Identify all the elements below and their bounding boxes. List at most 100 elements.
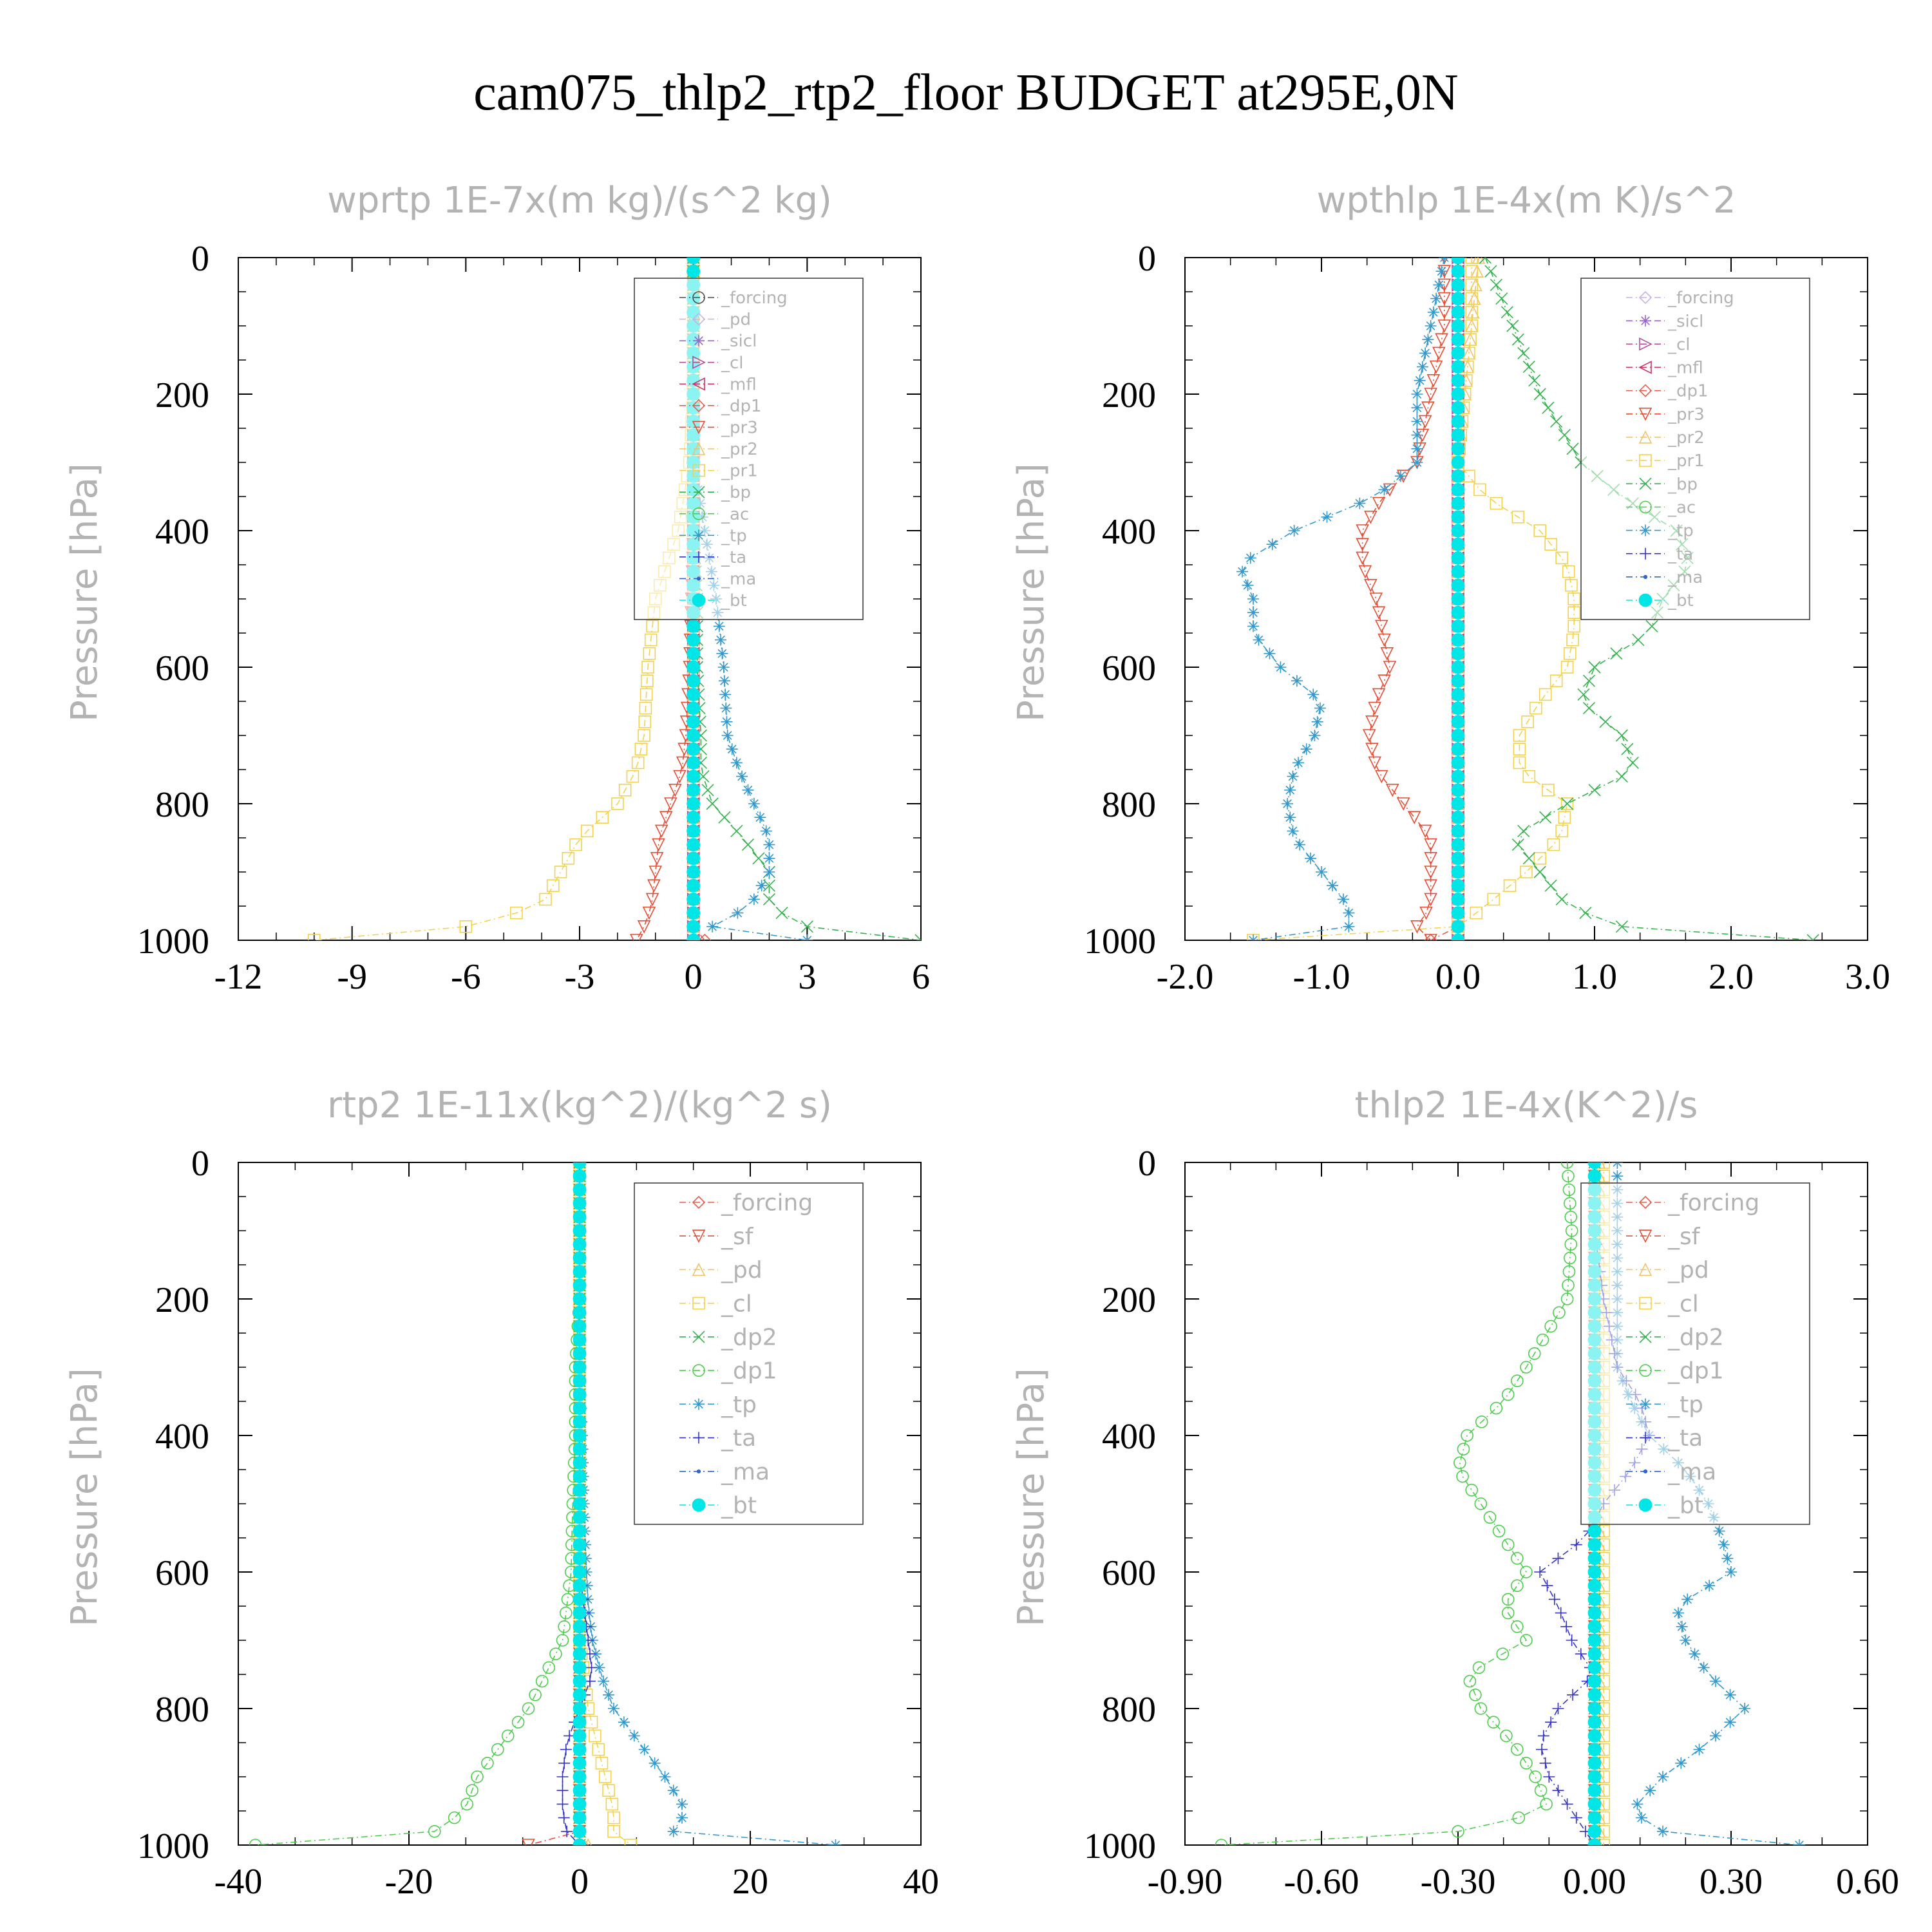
data-point <box>1562 565 1575 578</box>
legend-marker <box>1639 337 1653 351</box>
data-point <box>1587 1797 1602 1811</box>
data-point <box>556 1634 569 1647</box>
data-point <box>1451 605 1465 620</box>
data-point <box>558 1812 570 1824</box>
data-point <box>1465 292 1478 305</box>
data-point <box>1292 757 1304 769</box>
axis-ticks <box>238 257 922 941</box>
data-point <box>687 660 701 674</box>
data-point <box>1562 1279 1575 1292</box>
data-point <box>1529 1770 1542 1783</box>
x-tick-label: 0 <box>685 957 703 997</box>
data-point <box>1451 715 1465 729</box>
data-point <box>428 1825 441 1838</box>
legend-marker <box>693 1432 705 1444</box>
data-point <box>1555 824 1568 838</box>
legend-label: _bt <box>1667 1493 1703 1519</box>
data-point <box>1483 1511 1497 1524</box>
legend-marker <box>1643 1469 1648 1473</box>
data-point <box>573 1210 587 1224</box>
data-point <box>719 688 732 701</box>
data-point <box>1587 1162 1602 1170</box>
data-point <box>1555 551 1568 565</box>
data-point <box>697 770 710 783</box>
data-point <box>573 1797 587 1811</box>
data-point <box>687 647 701 661</box>
data-point <box>1424 838 1437 852</box>
data-point <box>1383 661 1397 674</box>
data-point <box>1321 511 1333 523</box>
data-point <box>1247 593 1259 605</box>
data-point <box>687 701 701 715</box>
data-point <box>1724 1716 1736 1728</box>
data-point <box>1520 1361 1533 1374</box>
data-point <box>1552 1552 1564 1564</box>
x-tick-label: 40 <box>903 1862 939 1902</box>
data-point <box>1451 258 1465 265</box>
data-point <box>1287 825 1299 837</box>
legend-item: _pr3 <box>679 419 758 438</box>
data-point <box>1365 743 1379 756</box>
data-point <box>638 715 652 728</box>
data-point <box>1378 674 1391 688</box>
data-point <box>1472 258 1486 264</box>
data-point <box>748 798 760 810</box>
legend-marker <box>692 1262 706 1276</box>
legend-item: _ta <box>679 548 746 567</box>
data-point <box>573 1456 587 1470</box>
data-point <box>573 1169 587 1183</box>
data-point <box>573 1538 587 1552</box>
legend-label: _dp1 <box>1667 1358 1724 1385</box>
data-point <box>1474 1497 1488 1510</box>
data-point <box>1378 633 1391 647</box>
y-axis-label: Pressure [hPa] <box>1010 463 1052 722</box>
data-point <box>1422 334 1434 346</box>
y-tick-label: 200 <box>1102 1280 1156 1320</box>
series-layer <box>249 1162 842 1845</box>
data-point <box>1511 1579 1524 1592</box>
data-point <box>721 730 734 741</box>
data-point <box>573 1620 587 1634</box>
data-point <box>1587 1715 1602 1729</box>
legend-marker <box>692 312 706 326</box>
data-point <box>1242 579 1254 591</box>
data-point <box>556 1785 569 1797</box>
data-point <box>1215 1839 1228 1845</box>
legend-marker <box>1638 361 1652 374</box>
data-point <box>1311 715 1323 728</box>
series-line <box>1221 1162 1573 1845</box>
data-point <box>1451 742 1465 756</box>
data-point <box>1451 415 1465 428</box>
data-point <box>307 934 321 940</box>
data-point <box>1540 1797 1553 1811</box>
legend-item: _bt <box>1626 1493 1703 1519</box>
legend-marker <box>692 1364 705 1377</box>
legend-item: _dp1 <box>679 397 762 416</box>
data-point <box>1463 1674 1477 1688</box>
data-point <box>1588 661 1601 674</box>
data-point <box>573 1374 587 1388</box>
data-point <box>1451 878 1465 893</box>
legend-item: _mfl <box>1626 359 1703 378</box>
legend: _forcing _sf _pd _cl _dp2 _dp1 _tp _ta _ma _bt <box>1580 1182 1810 1525</box>
legend-label: _ma <box>721 1459 770 1485</box>
series-bt <box>1451 258 1465 940</box>
data-point <box>1465 319 1478 332</box>
data-point <box>1380 647 1394 661</box>
legend-item: _bt <box>1626 591 1694 611</box>
data-point <box>1451 524 1465 538</box>
data-point <box>580 824 594 838</box>
data-point <box>732 907 744 919</box>
data-point <box>1587 1551 1602 1566</box>
legend-label: _forcing <box>721 1190 813 1217</box>
data-point <box>1615 770 1628 783</box>
legend-label: _dp2 <box>721 1324 777 1350</box>
data-point <box>573 1674 587 1689</box>
data-point <box>1496 1647 1510 1660</box>
legend-item: _tp <box>1626 1392 1703 1418</box>
legend-item: _bp <box>679 483 751 502</box>
data-point <box>1474 1702 1488 1715</box>
data-point <box>1288 525 1300 536</box>
data-point <box>1316 866 1327 878</box>
